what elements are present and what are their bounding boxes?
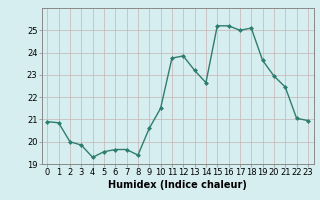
X-axis label: Humidex (Indice chaleur): Humidex (Indice chaleur) bbox=[108, 180, 247, 190]
